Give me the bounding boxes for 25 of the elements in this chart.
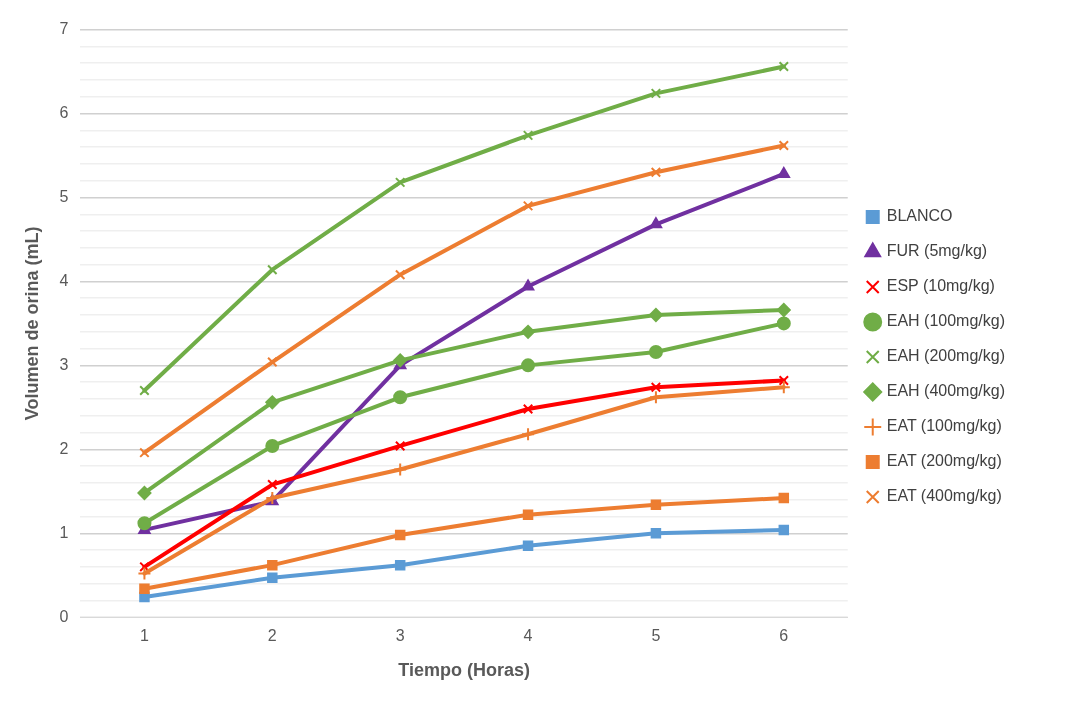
legend-label: EAT (400mg/kg) — [886, 487, 1002, 505]
legend-label: ESP (10mg/kg) — [886, 277, 995, 295]
x-axis-title: Tiempo (Horas) — [398, 660, 530, 681]
x-tick-label: 2 — [267, 627, 277, 645]
x-tick-label: 5 — [651, 627, 661, 645]
legend-label: EAT (100mg/kg) — [886, 417, 1002, 435]
x-tick-label: 3 — [395, 627, 405, 645]
legend-label: FUR (5mg/kg) — [886, 242, 988, 260]
x-tick-label: 6 — [779, 627, 789, 645]
y-tick-label: 1 — [59, 523, 69, 541]
legend-label: BLANCO — [886, 207, 953, 225]
y-tick-label: 7 — [59, 20, 69, 38]
x-tick-label: 1 — [139, 627, 149, 645]
y-tick-label: 5 — [59, 187, 69, 205]
y-tick-label: 3 — [59, 355, 69, 373]
legend-label: EAH (400mg/kg) — [886, 382, 1005, 400]
legend-label: EAH (100mg/kg) — [886, 312, 1005, 330]
legend-label: EAT (200mg/kg) — [886, 452, 1002, 470]
legend-label: EAH (200mg/kg) — [886, 347, 1005, 365]
y-tick-label: 2 — [59, 439, 69, 457]
x-tick-label: 4 — [523, 627, 533, 645]
y-tick-label: 0 — [59, 607, 69, 625]
y-tick-label: 4 — [59, 271, 69, 289]
y-axis-title: Volumen de orina (mL) — [21, 226, 42, 421]
y-tick-label: 6 — [59, 103, 69, 121]
